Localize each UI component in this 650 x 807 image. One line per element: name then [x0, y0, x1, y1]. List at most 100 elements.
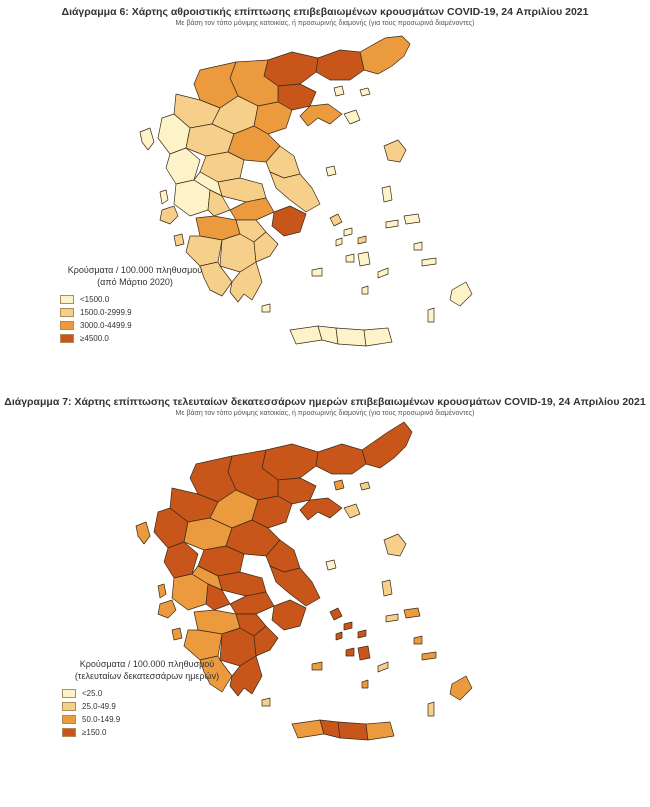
map-2-legend-title-line2: (τελευταίων δεκατεσσάρων ημερών) — [74, 671, 220, 681]
legend-item: 25.0-49.9 — [62, 700, 242, 712]
island-santorini — [361, 679, 369, 689]
map-2-legend-items: <25.0 25.0-49.9 50.0-149.9 ≥150.0 — [52, 687, 242, 738]
island-amorgos — [377, 661, 389, 673]
map-1-legend-items: <1500.0 1500.0-2999.9 3000.0-4499.9 ≥450… — [50, 293, 220, 344]
island-skyros — [325, 165, 337, 177]
region-thrace-east — [359, 35, 411, 75]
island-kythera — [261, 303, 271, 313]
island-paros — [345, 647, 355, 657]
island-samos — [403, 607, 421, 619]
island-syros — [335, 237, 343, 247]
region-ilia — [185, 235, 223, 267]
region-argolida — [253, 231, 279, 263]
island-rhodes — [449, 281, 473, 307]
legend-item: <25.0 — [62, 687, 242, 699]
map-1-legend: Κρούσματα / 100.000 πληθυσμού (από Μάρτι… — [50, 264, 220, 345]
region-crete-rethymno — [319, 719, 341, 739]
legend-swatch — [60, 320, 74, 330]
island-lefkada — [159, 189, 169, 205]
legend-swatch — [62, 688, 76, 698]
legend-swatch — [60, 307, 74, 317]
legend-label: 3000.0-4499.9 — [80, 320, 132, 330]
region-fthiotida — [217, 177, 267, 203]
legend-swatch — [62, 701, 76, 711]
island-naxos — [357, 645, 371, 661]
legend-label: 50.0-149.9 — [82, 714, 121, 724]
island-kalymnos — [413, 241, 423, 251]
legend-item: ≥150.0 — [62, 726, 242, 738]
legend-swatch — [62, 714, 76, 724]
legend-label: ≥4500.0 — [80, 333, 109, 343]
region-messinia — [199, 655, 233, 693]
island-lefkada — [157, 583, 167, 599]
island-ikaria — [385, 613, 399, 623]
region-crete-heraklion — [335, 327, 367, 347]
island-santorini — [361, 285, 369, 295]
island-samos — [403, 213, 421, 225]
map-1-legend-title-line2: (από Μάρτιο 2020) — [97, 277, 173, 287]
island-chios — [381, 579, 393, 597]
island-kythera — [261, 697, 271, 707]
legend-label: ≥150.0 — [82, 727, 107, 737]
island-andros — [329, 607, 343, 621]
island-mykonos — [357, 629, 367, 639]
island-lesvos — [383, 533, 407, 557]
legend-swatch — [60, 294, 74, 304]
cumulative-incidence-map-panel: Διάγραμμα 6: Χάρτης αθροιστικής επίπτωση… — [0, 0, 650, 390]
island-naxos — [357, 251, 371, 267]
island-lemnos — [343, 109, 361, 125]
island-milos — [311, 661, 323, 671]
legend-item: 50.0-149.9 — [62, 713, 242, 725]
region-argolida — [253, 625, 279, 657]
island-rhodes — [449, 675, 473, 701]
map-1-subtitle: Με βάση τον τόπο μόνιμης κατοικίας, ή πρ… — [175, 20, 475, 27]
island-samothraki — [359, 87, 371, 97]
island-zakynthos — [171, 627, 183, 641]
region-thrace-west — [315, 49, 365, 81]
island-kefalonia — [159, 205, 179, 225]
island-tinos — [343, 621, 353, 631]
region-thrace-east — [361, 421, 413, 469]
greece-cumulative-incidence-map — [139, 35, 473, 347]
island-lesvos — [383, 139, 407, 163]
region-crete-lasithi — [365, 721, 395, 741]
island-lemnos — [343, 503, 361, 519]
region-attica — [271, 599, 307, 631]
region-fokida — [207, 189, 231, 217]
island-andros — [329, 213, 343, 227]
island-skyros — [325, 559, 337, 571]
island-kos — [421, 651, 437, 661]
legend-label: 1500.0-2999.9 — [80, 307, 132, 317]
map-1-title: Διάγραμμα 6: Χάρτης αθροιστικής επίπτωση… — [61, 6, 589, 18]
island-zakynthos — [173, 233, 185, 247]
region-fokida — [205, 583, 231, 611]
island-karpathos — [427, 307, 435, 323]
island-kos — [421, 257, 437, 267]
island-milos — [311, 267, 323, 277]
region-messinia — [199, 261, 233, 297]
legend-swatch — [62, 727, 76, 737]
map-1-legend-title-line1: Κρούσματα / 100.000 πληθυσμού — [67, 265, 203, 275]
region-crete-chania — [291, 719, 325, 739]
island-karpathos — [427, 701, 435, 717]
region-viotia — [229, 591, 275, 615]
fourteen-day-incidence-map-panel: Διάγραμμα 7: Χάρτης επίπτωσης τελευταίων… — [0, 392, 650, 807]
island-tinos — [343, 227, 353, 237]
map-2-title: Διάγραμμα 7: Χάρτης επίπτωσης τελευταίων… — [4, 396, 646, 408]
region-ilia — [183, 629, 223, 661]
region-crete-chania — [289, 325, 323, 345]
region-macedonia-east — [263, 51, 319, 87]
legend-item: ≥4500.0 — [60, 332, 220, 344]
legend-item: <1500.0 — [60, 293, 220, 305]
island-syros — [335, 631, 343, 641]
region-evia — [269, 171, 321, 213]
island-ikaria — [385, 219, 399, 229]
map-1-legend-title: Κρούσματα / 100.000 πληθυσμού (από Μάρτι… — [50, 264, 220, 288]
map-2-subtitle: Με βάση τον τόπο μόνιμης κατοικίας, ή πρ… — [175, 410, 475, 417]
island-paros — [345, 253, 355, 263]
region-thrace-west — [315, 443, 367, 475]
region-crete-rethymno — [317, 325, 339, 345]
island-corfu — [139, 127, 155, 151]
legend-swatch — [60, 333, 74, 343]
island-thasos — [333, 479, 345, 491]
